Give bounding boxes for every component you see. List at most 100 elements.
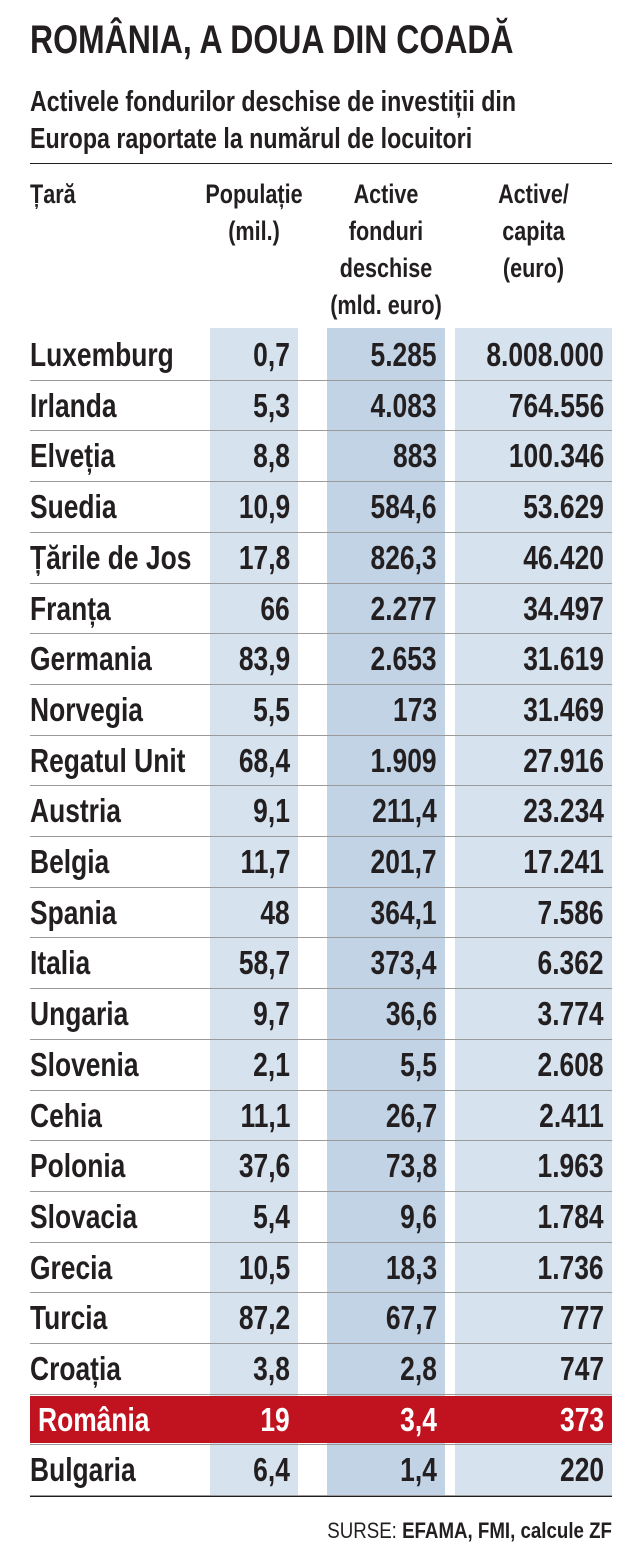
cell-text: 36,6 <box>385 995 437 1033</box>
number-cell: 5,5 <box>210 685 290 735</box>
row-divider <box>30 836 612 837</box>
cell-text: Austria <box>30 792 121 830</box>
cell-text: 6.362 <box>537 944 604 982</box>
country-cell: Polonia <box>30 1141 210 1191</box>
number-cell: 10,5 <box>210 1243 290 1293</box>
cell-text: 37,6 <box>238 1147 290 1185</box>
number-cell: 1,4 <box>327 1445 437 1495</box>
country-cell: Norvegia <box>30 685 210 735</box>
cell-text: Elveția <box>30 437 116 475</box>
number-cell: 87,2 <box>210 1293 290 1343</box>
cell-text: 9,1 <box>253 792 290 830</box>
cell-text: 27.916 <box>523 741 604 779</box>
cell-text: 173 <box>392 690 437 728</box>
cell-text: 826,3 <box>370 538 437 576</box>
cell-text: 83,9 <box>238 640 290 678</box>
row-divider <box>30 1444 612 1446</box>
cell-text: Belgia <box>30 843 110 880</box>
column-background <box>455 328 612 1497</box>
country-cell: Belgia <box>30 837 210 887</box>
number-cell: 220 <box>455 1445 604 1495</box>
number-cell: 373,4 <box>327 938 437 988</box>
cell-text: Regatul Unit <box>30 741 186 779</box>
cell-text: 584,6 <box>370 488 437 526</box>
top-rule <box>30 163 612 164</box>
number-cell: 11,1 <box>210 1091 290 1141</box>
row-divider <box>30 886 612 888</box>
cell-text: 5.285 <box>370 336 437 373</box>
country-cell: Suedia <box>30 482 210 532</box>
row-divider <box>30 430 612 432</box>
number-cell: 66 <box>210 584 290 634</box>
row-divider <box>30 582 612 584</box>
cell-text: 67,7 <box>385 1299 437 1337</box>
cell-text: 10,5 <box>238 1248 290 1286</box>
cell-text: 23.234 <box>523 792 604 830</box>
number-cell: 11,7 <box>210 837 290 887</box>
column-background <box>210 328 298 1497</box>
cell-text: România <box>38 1400 150 1438</box>
cell-text: Spania <box>30 893 117 931</box>
cell-text: Turcia <box>30 1299 108 1337</box>
number-cell: 73,8 <box>327 1141 437 1191</box>
number-cell: 777 <box>455 1293 604 1343</box>
number-cell: 67,7 <box>327 1293 437 1343</box>
cell-text: 100.346 <box>508 437 604 475</box>
country-cell: Irlanda <box>30 381 210 431</box>
number-cell: 2,8 <box>327 1344 437 1394</box>
cell-text: 1.963 <box>537 1147 604 1185</box>
cell-text: 5,5 <box>253 690 290 728</box>
number-cell: 68,4 <box>210 736 290 786</box>
row-divider <box>30 1089 612 1091</box>
cell-text: Franța <box>30 589 111 627</box>
number-cell: 2,1 <box>210 1040 290 1090</box>
cell-text: 5,5 <box>400 1045 437 1083</box>
country-cell: Țările de Jos <box>30 533 210 583</box>
cell-text: 34.497 <box>523 589 604 627</box>
cell-text: 5,3 <box>253 386 290 424</box>
cell-text: 4.083 <box>370 386 437 424</box>
number-cell: 27.916 <box>455 736 604 786</box>
row-divider <box>30 531 612 533</box>
country-cell: România <box>38 1395 218 1445</box>
number-cell: 19 <box>210 1395 290 1445</box>
cell-text: Italia <box>30 944 91 982</box>
cell-text: 31.469 <box>523 690 604 728</box>
number-cell: 5,4 <box>210 1192 290 1242</box>
cell-text: 87,2 <box>238 1299 290 1337</box>
number-cell: 3,8 <box>210 1344 290 1394</box>
number-cell: 2.411 <box>455 1091 604 1141</box>
cell-text: 11,7 <box>240 843 290 880</box>
row-divider <box>30 1038 612 1040</box>
number-cell: 46.420 <box>455 533 604 583</box>
number-cell: 5.285 <box>327 330 437 380</box>
country-cell: Turcia <box>30 1293 210 1343</box>
cell-text: Grecia <box>30 1248 113 1286</box>
row-divider <box>30 379 612 381</box>
cell-text: Cehia <box>30 1096 102 1134</box>
number-cell: 373 <box>455 1395 604 1445</box>
cell-text: Croația <box>30 1350 121 1387</box>
country-cell: Slovenia <box>30 1040 210 1090</box>
number-cell: 10,9 <box>210 482 290 532</box>
country-cell: Franța <box>30 584 210 634</box>
row-divider <box>30 633 612 635</box>
number-cell: 31.469 <box>455 685 604 735</box>
country-cell: Spania <box>30 888 210 938</box>
cell-text: 3,4 <box>400 1400 437 1438</box>
number-cell: 0,7 <box>210 330 290 380</box>
bottom-rule <box>30 1496 612 1498</box>
cell-text: Polonia <box>30 1147 126 1185</box>
number-cell: 2.653 <box>327 634 437 684</box>
row-divider <box>30 1495 612 1497</box>
number-cell: 201,7 <box>327 837 437 887</box>
number-cell: 58,7 <box>210 938 290 988</box>
number-cell: 364,1 <box>327 888 437 938</box>
number-cell: 31.619 <box>455 634 604 684</box>
number-cell: 37,6 <box>210 1141 290 1191</box>
number-cell: 8,8 <box>210 431 290 481</box>
number-cell: 26,7 <box>327 1091 437 1141</box>
cell-text: Țările de Jos <box>30 538 192 576</box>
cell-text: Luxemburg <box>30 336 174 373</box>
row-divider <box>30 734 612 736</box>
